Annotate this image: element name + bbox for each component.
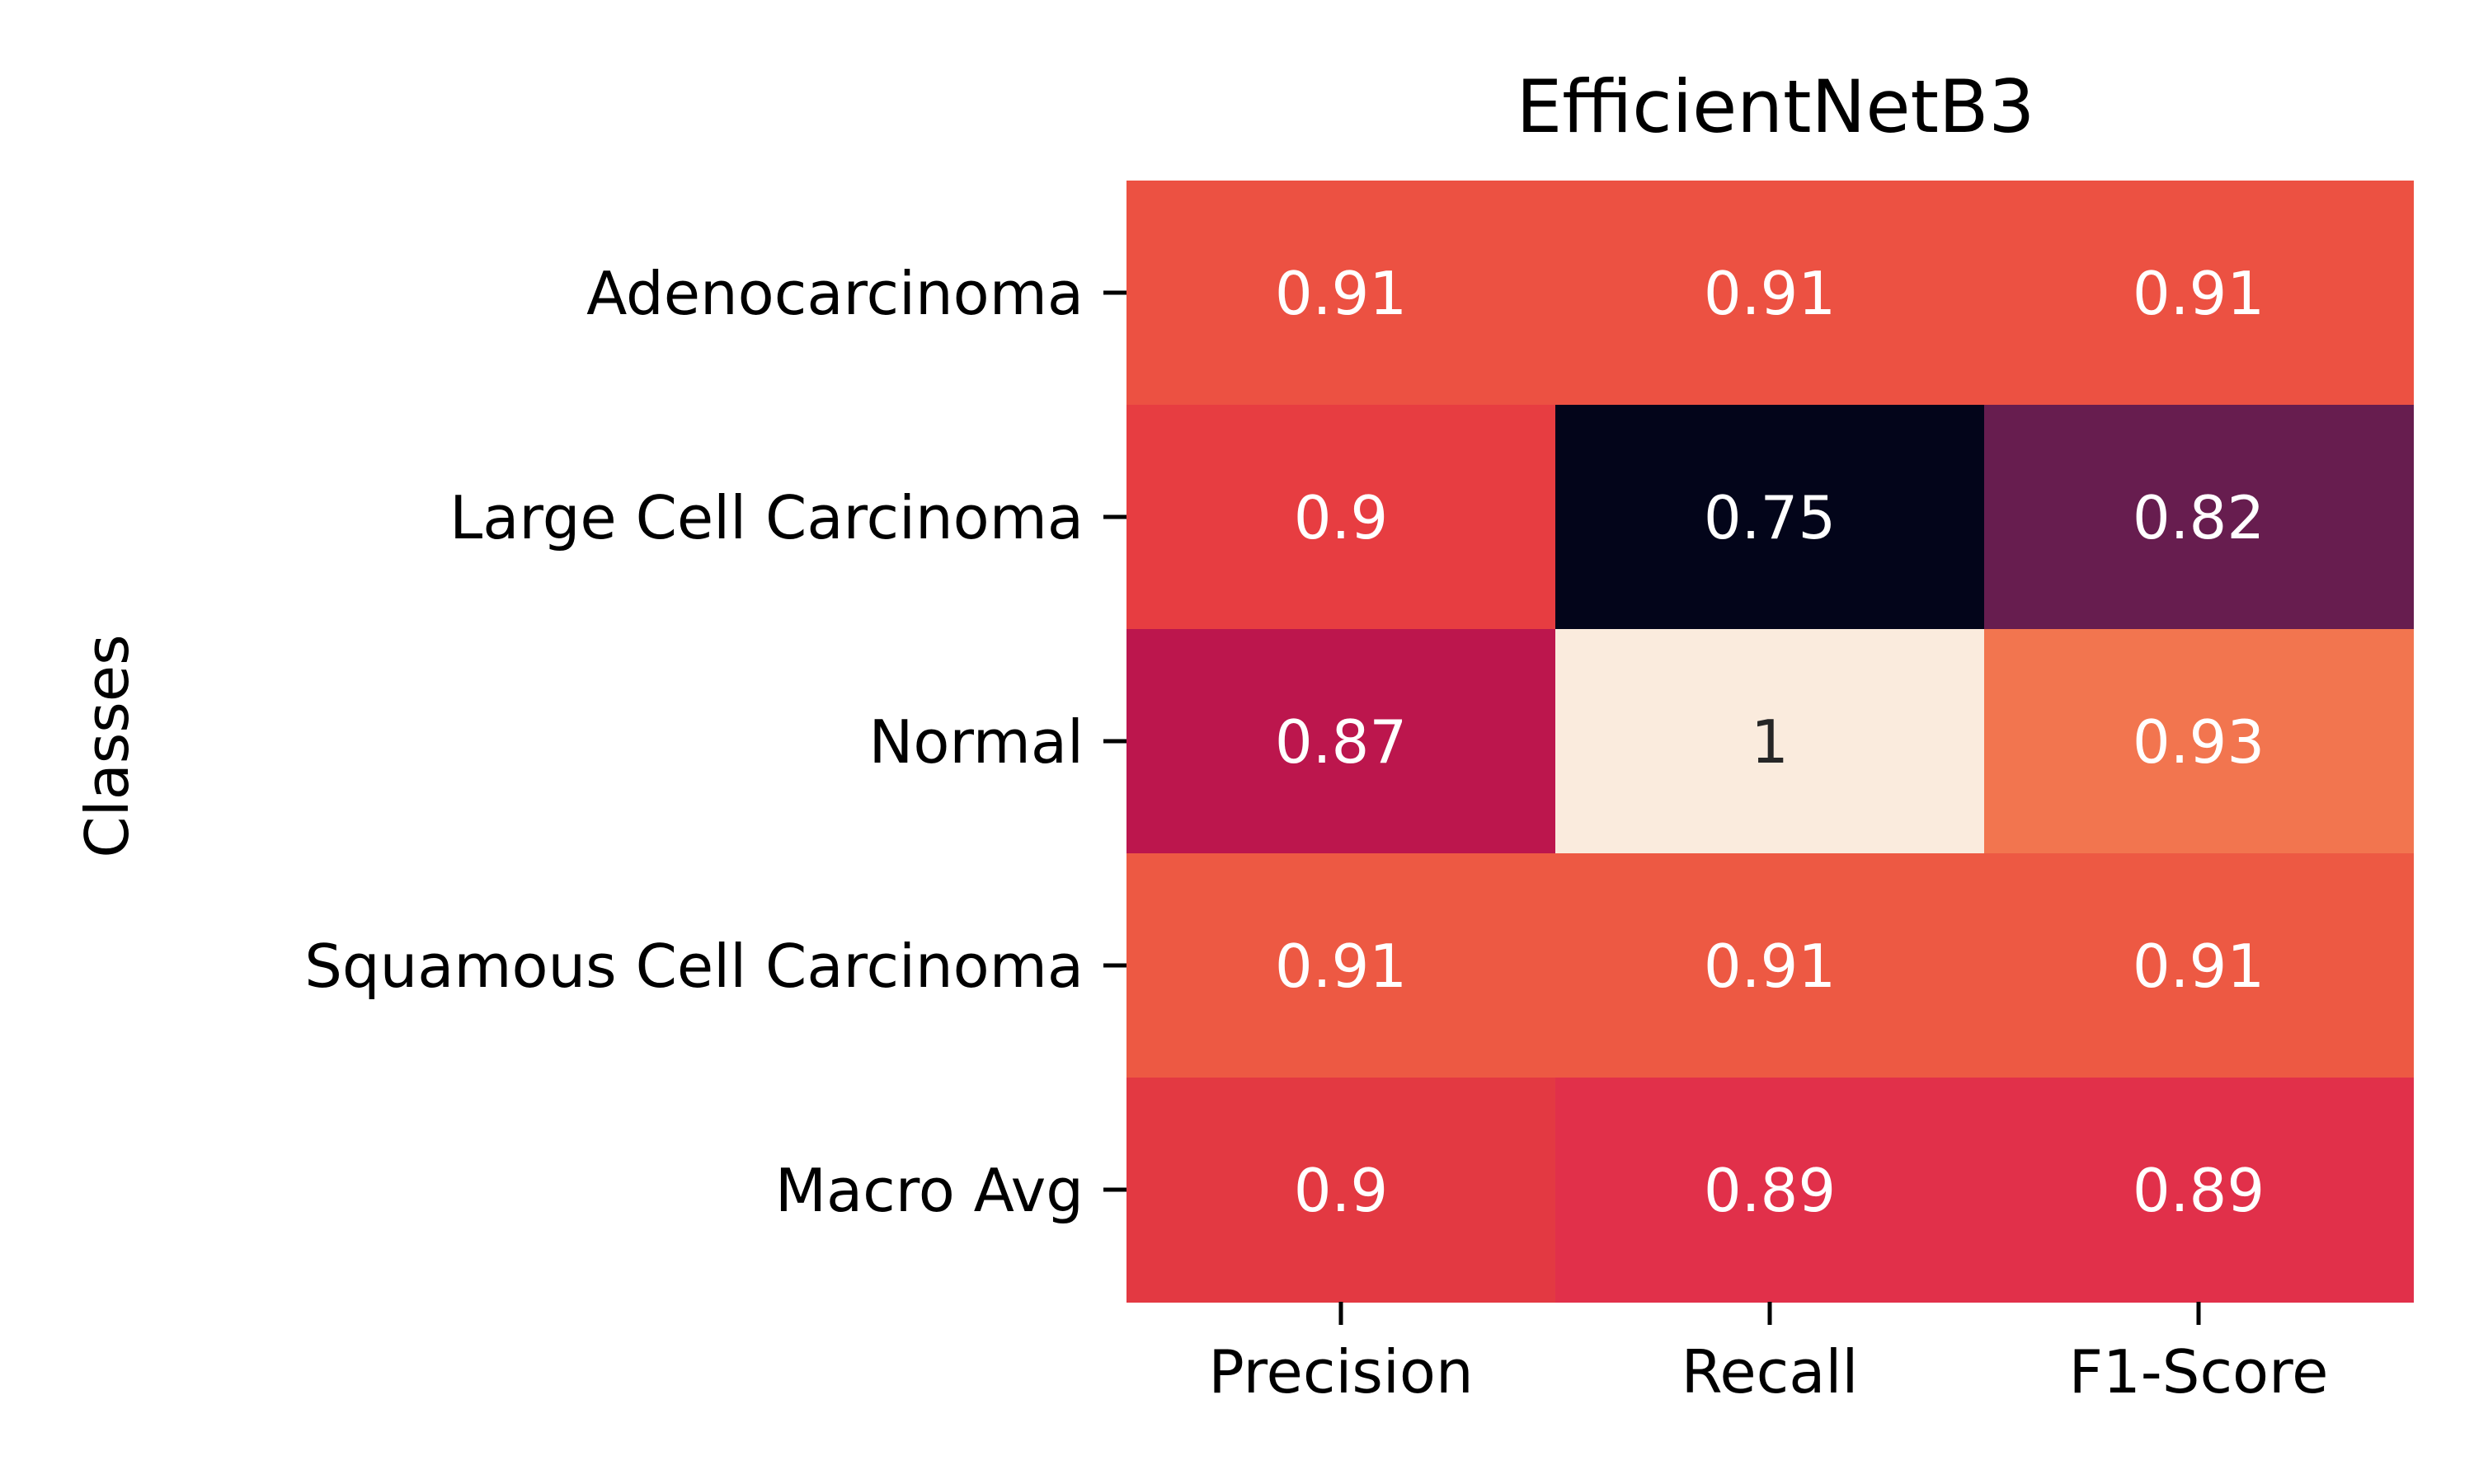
- x-axis-ticks: Precision Recall F1-Score: [1208, 1302, 2328, 1407]
- cell-value-label: 1: [1751, 707, 1789, 777]
- cell-value-label: 0.91: [2133, 259, 2265, 328]
- cell-value-label: 0.82: [2133, 483, 2265, 552]
- cell-value-label: 0.93: [2133, 707, 2265, 777]
- cell-value-label: 0.91: [2133, 932, 2265, 1001]
- heatmap-cells: [1126, 181, 2414, 1303]
- cell-value-label: 0.9: [1294, 1156, 1389, 1225]
- heatmap-cell: [1984, 629, 2414, 854]
- heatmap-cell: [1126, 1078, 1556, 1303]
- cell-value-label: 0.89: [1704, 1156, 1836, 1225]
- heatmap-cell: [1126, 405, 1556, 630]
- cell-value-label: 0.91: [1704, 259, 1836, 328]
- y-tick-label: Macro Avg: [775, 1156, 1084, 1225]
- y-tick-label: Large Cell Carcinoma: [449, 483, 1084, 552]
- x-tick-label: Precision: [1208, 1337, 1473, 1407]
- y-tick-label: Squamous Cell Carcinoma: [304, 932, 1084, 1001]
- cell-value-label: 0.91: [1275, 932, 1407, 1001]
- cell-value-label: 0.91: [1704, 932, 1836, 1001]
- cell-value-labels: 0.91 0.91 0.91 0.9 0.75 0.82 0.87 1 0.93 0.91 0.91…: [1275, 259, 2265, 1225]
- heatmap-cell: [1984, 181, 2414, 406]
- y-axis-label: Classes: [73, 634, 142, 857]
- heatmap-cell: [1555, 181, 1985, 406]
- heatmap-cell: [1555, 853, 1985, 1078]
- cell-value-label: 0.91: [1275, 259, 1407, 328]
- heatmap-cell: [1126, 181, 1556, 406]
- x-tick-label: F1-Score: [2069, 1337, 2329, 1407]
- heatmap-cell: [1126, 853, 1556, 1078]
- y-tick-label: Adenocarcinoma: [586, 259, 1084, 328]
- cell-value-label: 0.89: [2133, 1156, 2265, 1225]
- cell-value-label: 0.75: [1704, 483, 1836, 552]
- heatmap-cell: [1555, 1078, 1985, 1303]
- y-tick-label: Normal: [868, 707, 1084, 777]
- heatmap-cell: [1555, 405, 1985, 630]
- x-tick-label: Recall: [1681, 1337, 1859, 1407]
- cell-value-label: 0.87: [1275, 707, 1407, 777]
- heatmap-cell: [1984, 853, 2414, 1078]
- y-axis-ticks: Adenocarcinoma Large Cell Carcinoma Normal…: [304, 259, 1126, 1225]
- cell-value-label: 0.9: [1294, 483, 1389, 552]
- heatmap-cell: [1984, 405, 2414, 630]
- heatmap-cell: [1555, 629, 1985, 854]
- heatmap-cell: [1984, 1078, 2414, 1303]
- heatmap-cell: [1126, 629, 1556, 854]
- chart-title: EfficientNetB3: [1517, 64, 2035, 149]
